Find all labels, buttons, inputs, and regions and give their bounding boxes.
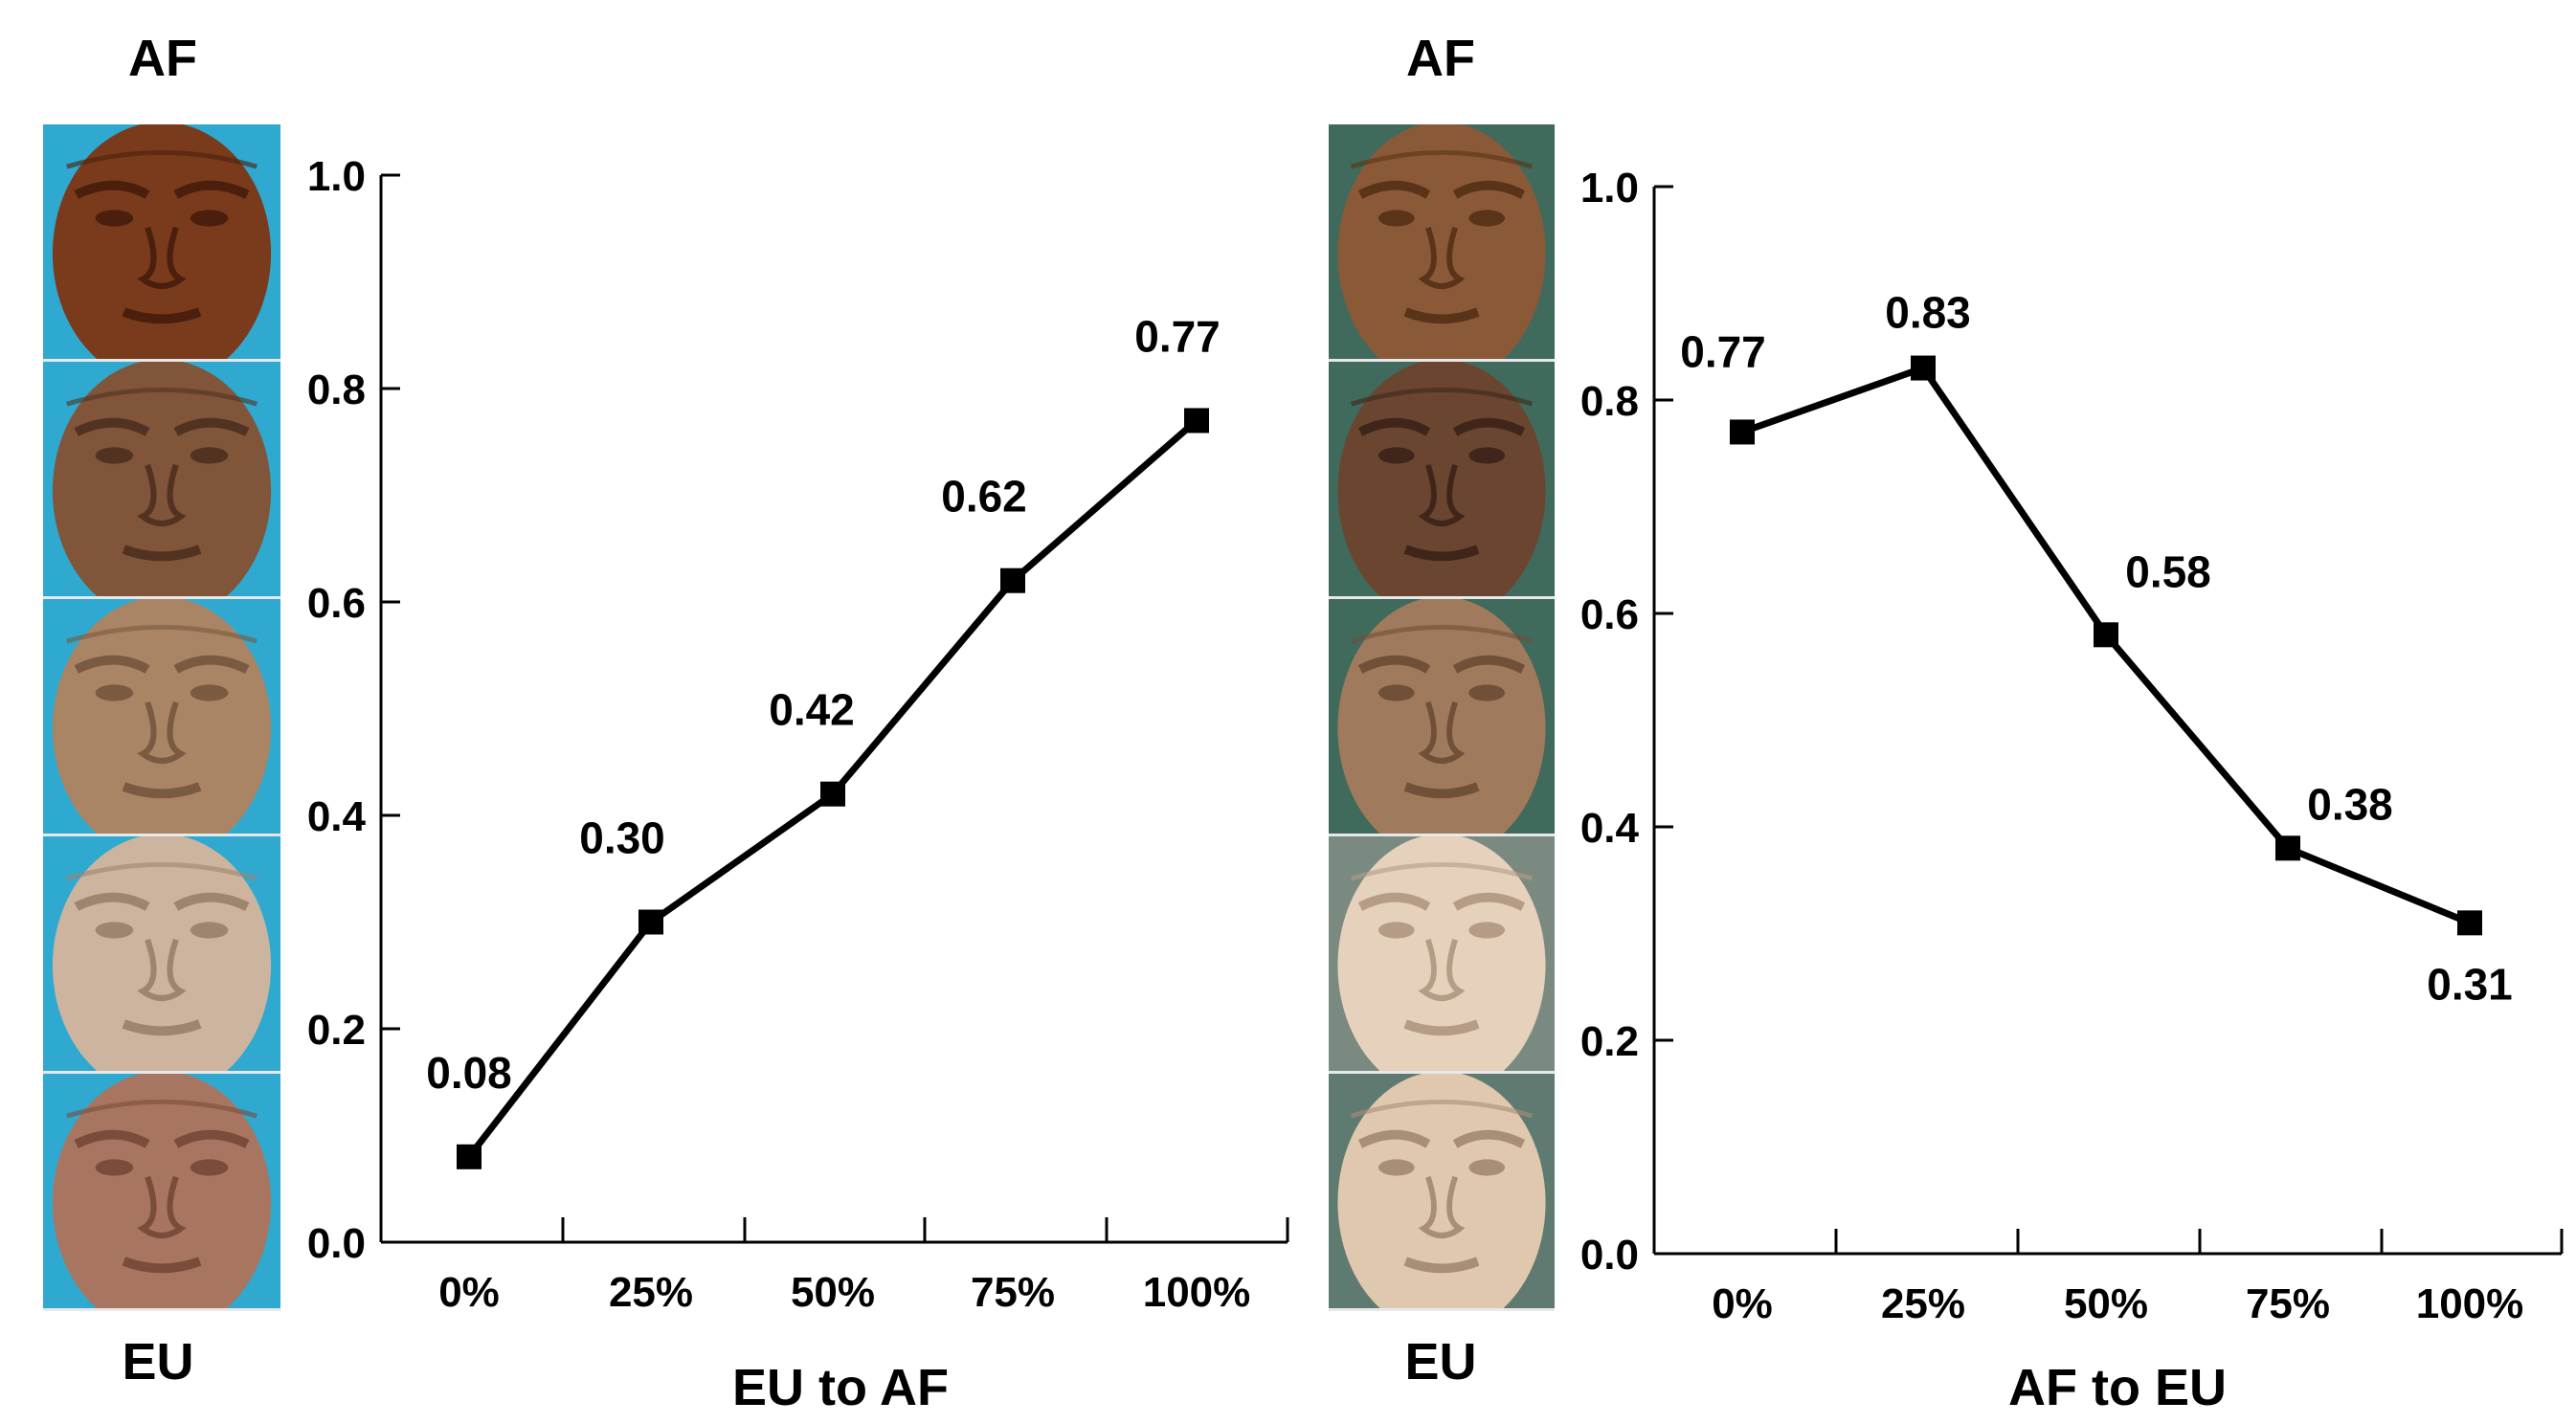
left-face-tile <box>43 1074 280 1311</box>
left-face-strip <box>43 124 280 1311</box>
left-stack-top-label: AF <box>128 30 197 87</box>
right-stack-top-label: AF <box>1406 30 1475 87</box>
left-data-point <box>638 909 663 935</box>
left-x-tick-label: 75% <box>971 1269 1055 1316</box>
right-y-tick-label: 0.6 <box>1580 591 1639 638</box>
right-face-tile <box>1329 599 1555 836</box>
right-stack-bottom-label: EU <box>1404 1333 1477 1391</box>
right-data-label: 0.77 <box>1680 326 1766 376</box>
left-data-point <box>1000 567 1025 593</box>
right-x-tick-label: 25% <box>1881 1280 1965 1327</box>
left-y-tick-label: 0.6 <box>307 580 366 627</box>
right-face-tile <box>1329 124 1555 362</box>
right-y-tick-label: 0.4 <box>1580 805 1640 852</box>
right-face-tile <box>1329 1074 1555 1311</box>
right-data-label: 0.83 <box>1885 288 1971 338</box>
right-data-point <box>2094 622 2118 648</box>
right-y-tick-label: 1.0 <box>1580 165 1639 211</box>
left-data-point <box>1184 408 1209 434</box>
left-x-tick-label: 50% <box>791 1269 875 1316</box>
right-y-tick-label: 0.0 <box>1580 1232 1639 1279</box>
left-x-tick-label: 25% <box>609 1269 693 1316</box>
right-x-tick-label: 75% <box>2246 1280 2330 1327</box>
left-y-tick-label: 0.4 <box>307 793 367 840</box>
left-face-tile <box>43 124 280 362</box>
left-x-axis-title: EU to AF <box>732 1359 949 1416</box>
right-data-point <box>2275 835 2300 861</box>
right-x-tick-label: 100% <box>2416 1280 2524 1327</box>
left-face-tile <box>43 836 280 1074</box>
right-y-tick-label: 0.8 <box>1580 378 1639 425</box>
right-data-point <box>2457 910 2482 936</box>
right-data-point <box>1730 419 1755 445</box>
left-data-label: 0.30 <box>579 813 665 863</box>
right-data-point <box>1911 355 1936 381</box>
left-data-label: 0.42 <box>769 685 855 735</box>
left-data-point <box>820 781 845 807</box>
left-data-label: 0.62 <box>941 472 1027 522</box>
left-data-point <box>457 1144 482 1169</box>
right-face-tile <box>1329 836 1555 1074</box>
right-x-tick-label: 0% <box>1712 1280 1773 1327</box>
left-y-tick-label: 1.0 <box>307 153 366 200</box>
right-data-label: 0.38 <box>2307 779 2393 829</box>
right-x-axis-title: AF to EU <box>2008 1359 2227 1416</box>
left-x-tick-label: 0% <box>438 1269 500 1316</box>
left-y-tick-label: 0.2 <box>307 1007 366 1054</box>
right-face-tile <box>1329 362 1555 599</box>
right-x-tick-label: 50% <box>2064 1280 2148 1327</box>
left-y-tick-label: 0.8 <box>307 367 366 413</box>
left-data-label: 0.77 <box>1134 311 1221 361</box>
right-y-tick-label: 0.2 <box>1580 1018 1639 1065</box>
left-face-tile <box>43 362 280 599</box>
right-face-strip <box>1329 124 1555 1311</box>
left-data-label: 0.08 <box>426 1048 512 1098</box>
right-data-label: 0.58 <box>2125 546 2211 596</box>
left-x-tick-label: 100% <box>1143 1269 1251 1316</box>
left-y-tick-label: 0.0 <box>307 1220 366 1267</box>
left-face-tile <box>43 599 280 836</box>
right-data-label: 0.31 <box>2427 959 2513 1009</box>
left-stack-bottom-label: EU <box>122 1333 194 1391</box>
